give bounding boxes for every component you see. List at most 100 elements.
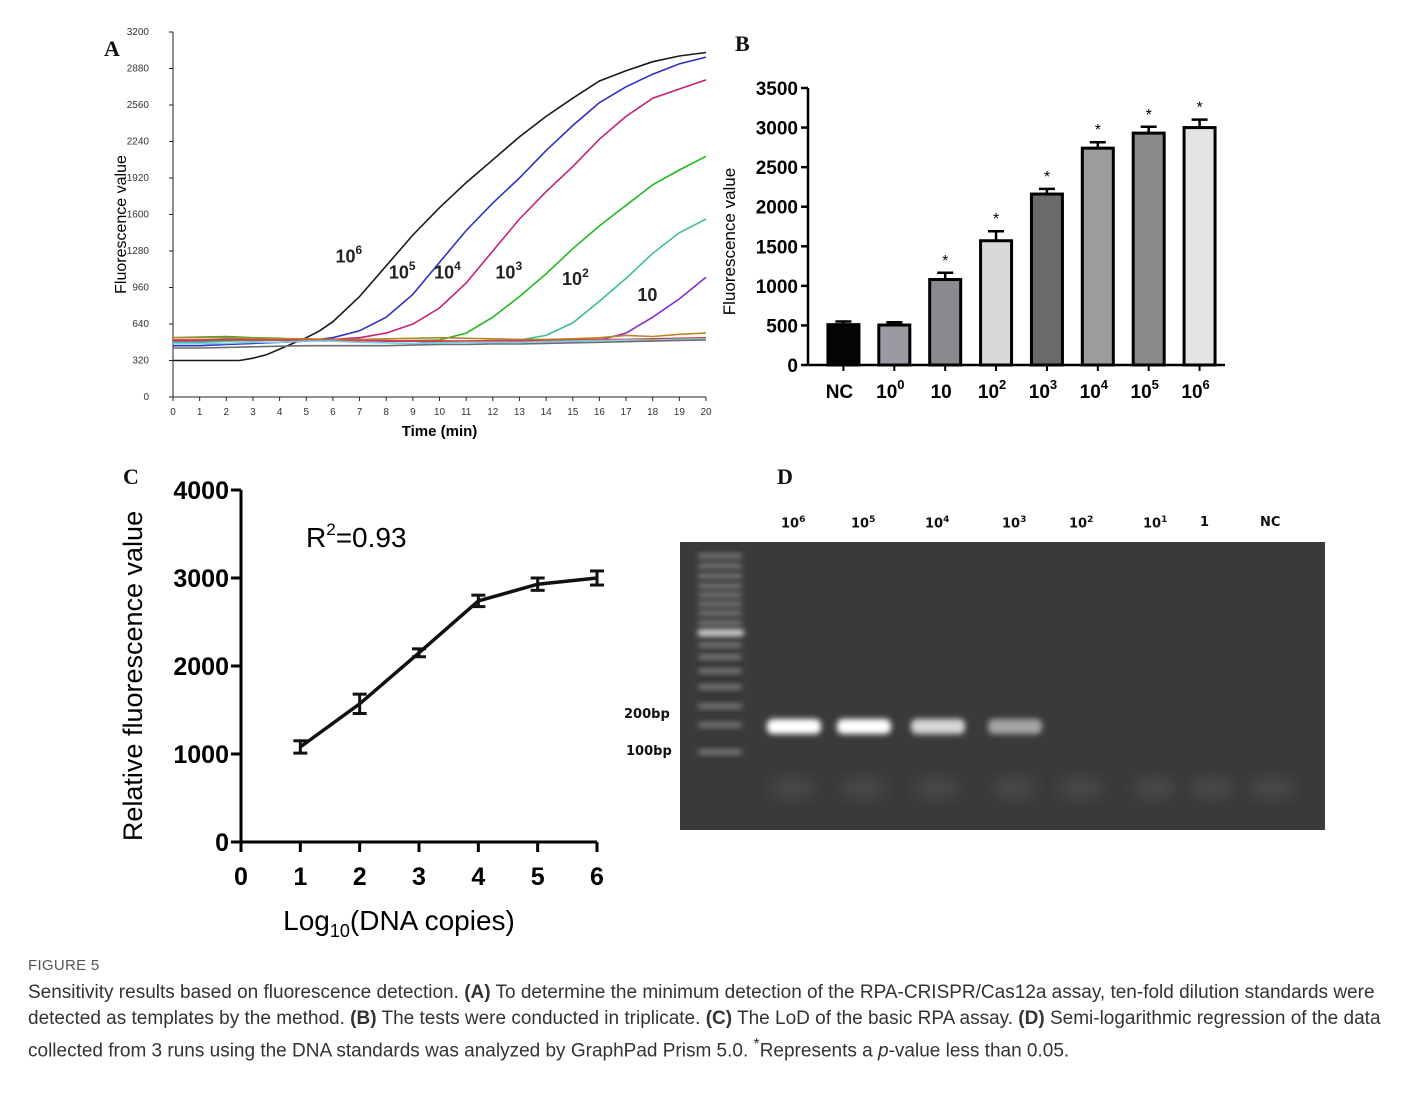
figure-label: FIGURE 5 — [28, 957, 100, 974]
chart-b-bar-chart: 0 500 1000 1500 2000 2500 3000 3500 Fluorescence… — [720, 79, 1225, 403]
gel-primer-dimer-smear — [1059, 778, 1103, 798]
gel-primer-dimer-smear — [1250, 778, 1294, 798]
a-x-tick-label: 6 — [330, 407, 336, 418]
gel-lane-label: 106 — [781, 515, 806, 532]
gel-ladder-band — [698, 602, 742, 606]
a-x-tick-label: 12 — [487, 407, 499, 418]
b-y-axis-title: Fluorescence value — [720, 168, 739, 315]
b-significance-star: * — [942, 253, 948, 270]
a-series-line-8 — [173, 338, 707, 345]
gel-primer-dimer-smear — [841, 778, 885, 798]
b-y-tick-label: 2500 — [756, 158, 798, 179]
a-series-line-2 — [173, 79, 707, 342]
c-x-axis-title: Log10(DNA copies) — [283, 905, 515, 941]
c-x-tick-label: 5 — [531, 863, 545, 891]
c-x-tick-label: 0 — [234, 863, 248, 891]
a-x-tick-label: 11 — [461, 407, 472, 418]
a-series-line-1 — [173, 56, 707, 347]
figure-caption: Sensitivity results based on fluorescenc… — [28, 980, 1398, 1064]
panel-letter-b: B — [735, 31, 750, 56]
caption-tag-c: (C) — [705, 1008, 733, 1029]
a-y-axis-title: Fluorescence value — [113, 155, 130, 294]
a-x-tick-label: 2 — [224, 407, 230, 418]
gel-lane-label: NC — [1260, 515, 1281, 530]
c-y-tick-label: 0 — [215, 829, 229, 857]
a-x-tick-label: 18 — [647, 407, 659, 418]
gel-lane-label: 1 — [1200, 515, 1210, 530]
a-x-tick-label: 20 — [700, 407, 712, 418]
caption-end: -value less than 0.05. — [888, 1040, 1070, 1062]
marker-100bp-label: 100bp — [626, 744, 672, 759]
a-y-tick-label: 2880 — [127, 64, 150, 75]
gel-image — [680, 542, 1325, 830]
chart-c-regression-line: 0 1000 2000 3000 4000 0 1 2 3 4 5 6 Log10(DNA copies… — [118, 477, 604, 941]
caption-tag-d: (D) — [1018, 1008, 1045, 1029]
a-y-tick-label: 0 — [143, 392, 149, 403]
a-y-tick-label: 3200 — [127, 27, 150, 38]
a-y-tick-label: 2240 — [127, 137, 150, 148]
b-bar — [826, 323, 861, 367]
a-x-tick-label: 9 — [410, 407, 416, 418]
gel-primer-dimer-smear — [1133, 778, 1177, 798]
b-y-tick-label: 3500 — [756, 79, 798, 100]
a-x-tick-label: 10 — [434, 407, 446, 418]
a-x-tick-label: 13 — [514, 407, 526, 418]
panel-letter-a: A — [104, 36, 120, 61]
c-x-tick-label: 2 — [353, 863, 367, 891]
gel-ladder-band — [698, 611, 742, 615]
c-x-tick-label: 3 — [412, 863, 426, 891]
b-bar — [928, 278, 963, 367]
gel-ladder-band — [698, 564, 742, 568]
c-x-tick-label: 4 — [471, 863, 485, 891]
gel-ladder-band — [698, 685, 742, 689]
a-curve-label-1: 105 — [389, 259, 416, 282]
b-bar — [1131, 131, 1166, 367]
a-y-tick-label: 960 — [132, 283, 149, 294]
b-significance-star: * — [1146, 107, 1152, 124]
caption-tag-a: (A) — [464, 982, 491, 1003]
gel-sample-band — [911, 719, 965, 734]
gel-lane-label: 103 — [1002, 515, 1027, 532]
b-x-tick-label: 102 — [978, 377, 1006, 403]
b-y-tick-label: 2000 — [756, 198, 798, 219]
b-x-tick-label: 10 — [931, 382, 952, 403]
gel-primer-dimer-smear — [771, 778, 815, 798]
gel-sample-band — [988, 719, 1042, 734]
c-y-tick-label: 4000 — [173, 477, 229, 505]
a-series-line-5 — [173, 276, 707, 344]
b-bar — [1182, 126, 1217, 367]
a-x-tick-label: 15 — [567, 407, 579, 418]
a-x-tick-label: 1 — [197, 407, 203, 418]
caption-star-text: Represents a — [759, 1040, 878, 1062]
b-y-tick-label: 500 — [766, 316, 798, 337]
b-x-tick-label: 104 — [1080, 377, 1109, 403]
gel-primer-dimer-smear — [1190, 778, 1234, 798]
a-y-tick-label: 320 — [132, 356, 149, 367]
caption-text-d: Semi-logarithmic regression of the data … — [28, 1008, 1381, 1062]
a-curve-label-4: 102 — [562, 266, 589, 289]
gel-ladder-band — [698, 704, 742, 708]
gel-ladder-band — [698, 593, 742, 597]
gel-sample-band — [837, 719, 891, 734]
b-significance-star: * — [993, 211, 999, 228]
a-series-line-6 — [173, 332, 707, 341]
a-x-tick-label: 8 — [383, 407, 389, 418]
b-x-tick-label: 106 — [1181, 377, 1209, 403]
caption-text-1: Sensitivity results based on fluorescenc… — [28, 982, 465, 1003]
gel-primer-dimer-smear — [992, 778, 1036, 798]
c-y-tick-label: 1000 — [173, 741, 229, 769]
a-y-tick-label: 1600 — [127, 210, 150, 221]
b-significance-star: * — [1044, 169, 1050, 186]
gel-ladder-band-bright — [698, 630, 744, 635]
a-y-tick-label: 2560 — [127, 100, 150, 111]
b-x-tick-label: 103 — [1029, 377, 1057, 403]
b-y-tick-label: 0 — [787, 356, 798, 377]
gel-ladder-band — [698, 554, 742, 558]
gel-lane-label: 104 — [925, 515, 950, 532]
gel-ladder-band — [698, 750, 742, 754]
gel-sample-band — [767, 719, 821, 734]
gel-lane-label: 102 — [1069, 515, 1094, 532]
gel-lane-label: 105 — [851, 515, 876, 532]
b-bar — [979, 239, 1014, 367]
gel-primer-dimer-smear — [915, 778, 959, 798]
